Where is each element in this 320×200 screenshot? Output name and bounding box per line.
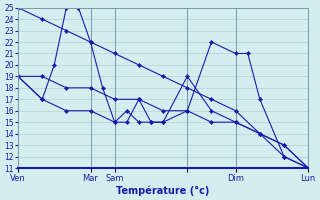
X-axis label: Température (°c): Température (°c)	[116, 185, 210, 196]
